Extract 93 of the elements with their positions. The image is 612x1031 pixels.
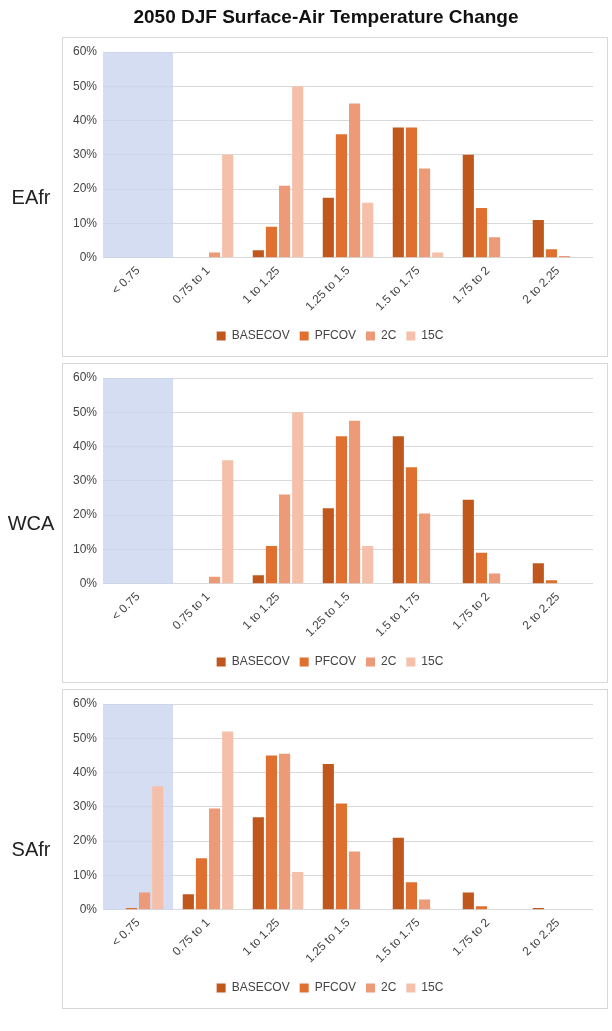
bar xyxy=(488,573,501,584)
bar xyxy=(279,185,291,258)
bar xyxy=(322,197,334,258)
y-tick-label: 40% xyxy=(72,438,98,453)
bar xyxy=(475,208,488,258)
y-tick-label: 20% xyxy=(72,833,98,848)
y-tick-label: 0% xyxy=(79,250,98,265)
legend-label: 2C xyxy=(381,654,397,669)
bar xyxy=(252,575,264,584)
legend-label: PFCOV xyxy=(314,328,357,343)
bar xyxy=(418,899,431,910)
y-tick-label: 50% xyxy=(72,730,98,745)
bar xyxy=(545,580,558,584)
legend-label: PFCOV xyxy=(314,980,357,995)
bar xyxy=(265,755,278,910)
legend-label: BASECOV xyxy=(231,654,290,669)
legend-label: 2C xyxy=(381,328,397,343)
bar xyxy=(405,127,418,258)
bar xyxy=(532,563,544,584)
legend-label: 15C xyxy=(421,980,444,995)
y-tick-label: 10% xyxy=(72,541,98,556)
y-tick-label: 60% xyxy=(72,696,98,711)
bar xyxy=(292,412,304,584)
bar xyxy=(222,731,234,910)
bar xyxy=(292,86,304,258)
bar xyxy=(418,168,431,258)
y-tick-label: 50% xyxy=(72,78,98,93)
y-axis-title: SAfr xyxy=(10,837,52,861)
bar xyxy=(265,226,278,258)
bar xyxy=(335,803,348,910)
x-tick-label: 0.75 to 1 xyxy=(169,915,213,959)
bar xyxy=(475,552,488,584)
chart-title: 2050 DJF Surface-Air Temperature Change xyxy=(132,5,520,29)
y-tick-label: 20% xyxy=(72,181,98,196)
legend-label: BASECOV xyxy=(231,328,290,343)
y-axis-title: WCA xyxy=(6,511,56,535)
bar xyxy=(348,851,361,910)
bar xyxy=(348,420,361,584)
x-tick-label: 0.75 to 1 xyxy=(169,263,213,307)
bar xyxy=(292,872,304,910)
y-tick-label: 60% xyxy=(72,370,98,385)
y-tick-label: 30% xyxy=(72,473,98,488)
y-tick-label: 30% xyxy=(72,799,98,814)
bar xyxy=(252,250,264,258)
bar xyxy=(195,858,208,910)
y-tick-label: 0% xyxy=(79,902,98,917)
legend-label: 15C xyxy=(421,328,444,343)
y-tick-label: 30% xyxy=(72,147,98,162)
y-tick-label: 10% xyxy=(72,867,98,882)
bar xyxy=(209,576,221,584)
bar xyxy=(405,882,418,910)
bar xyxy=(222,154,234,258)
bar xyxy=(532,220,544,258)
bar xyxy=(545,249,558,258)
bar xyxy=(152,786,164,910)
bar xyxy=(252,817,264,910)
bar xyxy=(418,513,431,584)
bar xyxy=(348,103,361,258)
bar xyxy=(462,892,474,910)
bar xyxy=(462,499,474,584)
y-axis-title: EAfr xyxy=(10,185,52,209)
x-tick-label: 0.75 to 1 xyxy=(169,589,213,633)
bar xyxy=(335,134,348,258)
bar xyxy=(362,202,374,258)
bar xyxy=(362,546,374,584)
bar xyxy=(279,753,291,910)
y-tick-label: 20% xyxy=(72,507,98,522)
bar xyxy=(475,906,488,910)
y-tick-label: 60% xyxy=(72,44,98,59)
legend-label: 15C xyxy=(421,654,444,669)
y-tick-label: 40% xyxy=(72,112,98,127)
y-tick-label: 0% xyxy=(79,576,98,591)
bar xyxy=(265,546,278,584)
bar xyxy=(222,460,234,584)
bar xyxy=(405,467,418,584)
y-tick-label: 50% xyxy=(72,404,98,419)
bar xyxy=(392,837,404,910)
bar xyxy=(392,436,404,584)
y-tick-label: 10% xyxy=(72,215,98,230)
legend-label: BASECOV xyxy=(231,980,290,995)
y-tick-label: 40% xyxy=(72,764,98,779)
bar xyxy=(322,764,334,910)
bar xyxy=(392,127,404,258)
bar xyxy=(182,894,194,910)
bar xyxy=(462,154,474,258)
bar xyxy=(335,436,348,584)
legend-label: PFCOV xyxy=(314,654,357,669)
legend-label: 2C xyxy=(381,980,397,995)
bar xyxy=(488,237,501,258)
bar xyxy=(279,494,291,584)
bar xyxy=(209,808,221,910)
bar xyxy=(322,508,334,584)
bar xyxy=(139,892,151,910)
